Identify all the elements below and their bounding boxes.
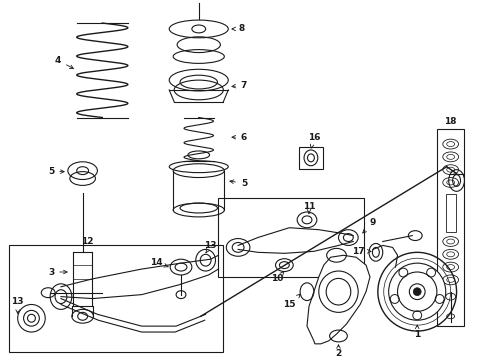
Bar <box>9 246 223 352</box>
Text: 13: 13 <box>11 297 24 314</box>
Text: 15: 15 <box>283 294 300 309</box>
Bar <box>437 129 465 326</box>
Ellipse shape <box>326 278 351 305</box>
Ellipse shape <box>397 272 437 311</box>
Text: 2: 2 <box>335 345 342 358</box>
Ellipse shape <box>389 263 446 320</box>
Text: 6: 6 <box>232 133 247 142</box>
Text: 10: 10 <box>271 271 284 283</box>
Polygon shape <box>307 255 370 344</box>
Text: 4: 4 <box>55 56 74 68</box>
Text: 17: 17 <box>352 247 371 256</box>
Text: 12: 12 <box>81 237 94 246</box>
Text: 5: 5 <box>230 179 247 188</box>
Text: 8: 8 <box>232 24 245 33</box>
Text: 14: 14 <box>150 258 168 267</box>
Text: 11: 11 <box>303 202 315 213</box>
Text: 18: 18 <box>444 117 457 126</box>
Ellipse shape <box>413 288 421 296</box>
Text: 9: 9 <box>363 218 376 233</box>
Bar <box>219 198 364 277</box>
Text: 5: 5 <box>48 167 64 176</box>
Text: 7: 7 <box>232 81 247 90</box>
Ellipse shape <box>319 271 358 312</box>
Bar <box>446 194 456 231</box>
Bar <box>299 147 323 169</box>
Text: 13: 13 <box>204 241 217 253</box>
Text: 16: 16 <box>308 133 320 148</box>
Text: 3: 3 <box>48 267 67 276</box>
Text: 1: 1 <box>414 325 420 338</box>
